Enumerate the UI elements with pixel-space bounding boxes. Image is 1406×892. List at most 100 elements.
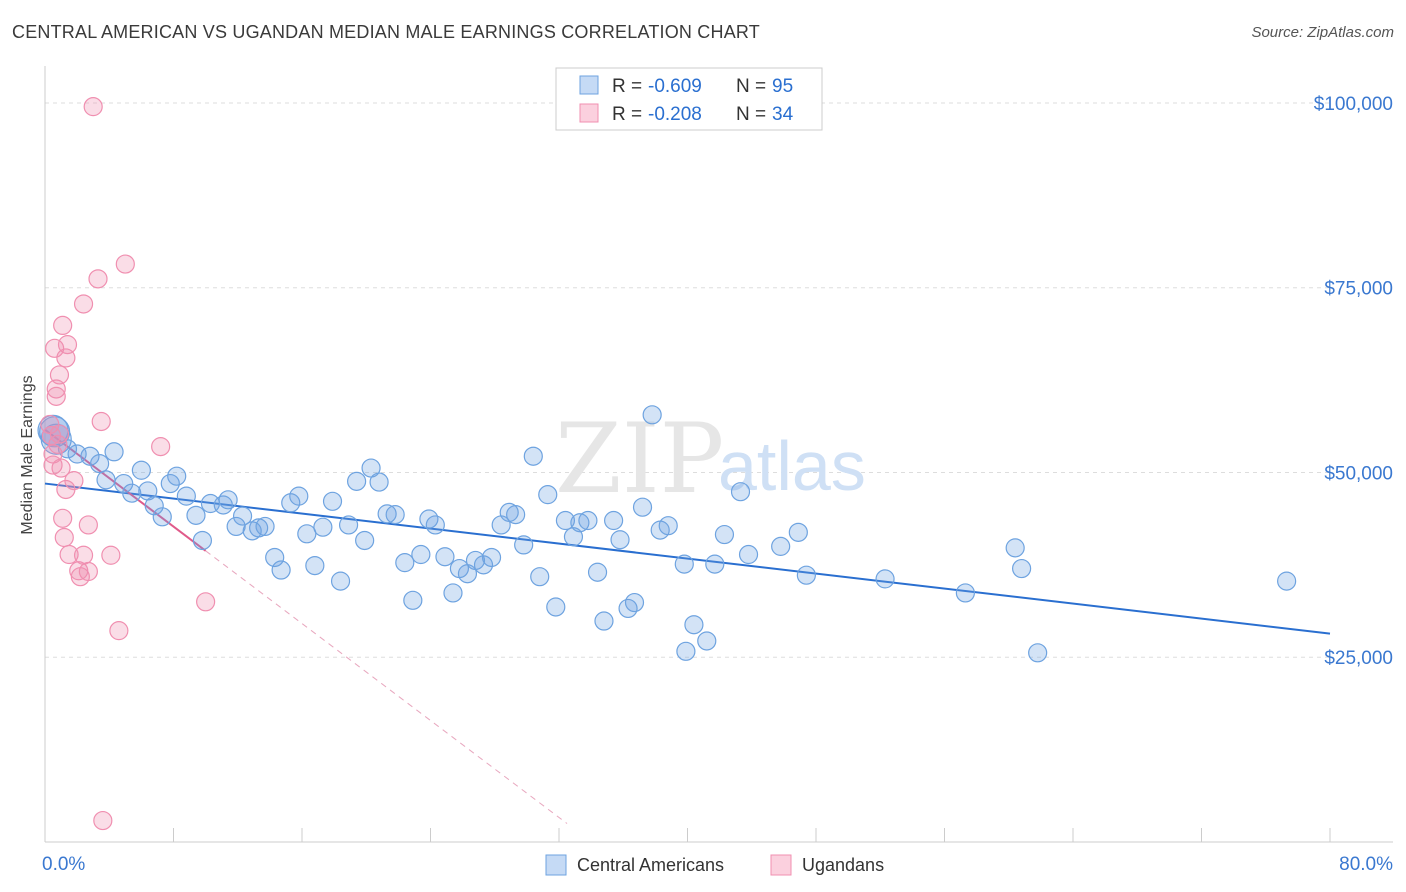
legend-n-value-2: 34	[772, 104, 794, 125]
point-central-americans	[473, 555, 494, 575]
point-ugandans	[151, 437, 171, 457]
legend-n-value-1: 95	[772, 76, 793, 97]
point-ugandans	[83, 97, 103, 117]
y-axis-label: Median Male Earnings	[19, 375, 36, 534]
point-central-americans	[322, 491, 343, 511]
point-ugandans	[115, 254, 135, 274]
legend-swatch-ugandans	[579, 103, 599, 123]
legend-r-label-2: R =	[612, 104, 642, 125]
point-central-americans	[218, 490, 238, 510]
data-points	[37, 97, 1297, 831]
point-ugandans	[109, 621, 129, 641]
source-label: Source: ZipAtlas.com	[1251, 24, 1394, 41]
point-central-americans	[96, 470, 116, 490]
watermark: ZIP atlas	[555, 403, 866, 515]
y-tick-label: $75,000	[1324, 279, 1393, 300]
point-central-americans	[481, 547, 502, 568]
y-tick-label: $100,000	[1314, 94, 1393, 115]
point-central-americans	[714, 524, 735, 545]
legend-r-label-1: R =	[612, 76, 642, 97]
point-central-americans	[232, 506, 253, 526]
point-central-americans	[1028, 643, 1048, 663]
point-central-americans	[297, 524, 317, 544]
point-ugandans	[46, 379, 66, 399]
point-central-americans	[435, 547, 455, 567]
point-central-americans	[514, 535, 534, 555]
point-ugandans	[101, 545, 121, 565]
point-ugandans	[73, 545, 94, 565]
point-central-americans	[697, 631, 717, 651]
point-central-americans	[684, 615, 704, 635]
point-central-americans	[546, 597, 566, 617]
point-central-americans	[104, 442, 124, 462]
point-central-americans	[538, 485, 558, 505]
point-central-americans	[730, 482, 751, 502]
x-tick-label-min: 0.0%	[42, 854, 85, 875]
point-ugandans	[49, 424, 70, 444]
point-central-americans	[523, 446, 543, 466]
point-central-americans	[131, 460, 151, 480]
point-central-americans	[676, 641, 696, 661]
point-central-americans	[555, 510, 576, 531]
point-central-americans	[176, 486, 196, 506]
point-ugandans	[78, 561, 98, 582]
point-central-americans	[875, 569, 895, 589]
point-central-americans	[347, 471, 367, 491]
point-central-americans	[403, 590, 423, 610]
trendline-ugandans	[44, 428, 207, 552]
point-central-americans	[90, 454, 110, 474]
point-central-americans	[186, 505, 206, 525]
series-legend-label-central-americans: Central Americans	[577, 855, 724, 875]
trendlines	[44, 428, 1331, 824]
point-central-americans	[425, 515, 445, 535]
point-central-americans	[570, 513, 590, 533]
point-central-americans	[1011, 558, 1032, 579]
point-central-americans	[338, 515, 359, 535]
point-central-americans	[604, 510, 624, 531]
trendline-extension-ugandans	[205, 550, 568, 824]
point-central-americans	[788, 522, 808, 542]
point-central-americans	[57, 439, 78, 459]
point-central-americans	[411, 544, 431, 565]
point-central-americans	[632, 497, 653, 517]
point-ugandans	[54, 527, 74, 548]
point-central-americans	[377, 504, 397, 524]
point-central-americans	[642, 405, 662, 425]
point-central-americans	[144, 496, 164, 516]
point-central-americans	[255, 516, 275, 537]
point-ugandans	[57, 335, 78, 355]
point-central-americans	[265, 547, 285, 568]
point-central-americans	[674, 554, 694, 574]
point-ugandans	[93, 810, 113, 831]
x-tick-label-max: 80.0%	[1339, 854, 1393, 875]
point-central-americans	[281, 493, 301, 513]
point-central-americans	[271, 560, 291, 580]
point-ugandans	[64, 471, 84, 491]
point-ugandans	[91, 411, 111, 432]
point-central-americans	[355, 530, 375, 551]
point-central-americans	[1005, 538, 1025, 558]
point-ugandans	[88, 269, 108, 289]
legend-n-label-2: N =	[736, 104, 766, 125]
point-central-americans	[395, 553, 415, 573]
point-central-americans	[578, 510, 598, 531]
point-central-americans	[192, 530, 213, 551]
point-central-americans	[955, 583, 975, 603]
point-central-americans	[530, 567, 550, 587]
point-central-americans	[738, 544, 759, 565]
chart-title: CENTRAL AMERICAN VS UGANDAN MEDIAN MALE …	[12, 22, 760, 42]
point-central-americans	[305, 555, 325, 576]
point-central-americans	[226, 516, 246, 537]
series-legend: Central Americans Ugandans	[545, 854, 884, 876]
point-ugandans	[196, 592, 216, 612]
point-ugandans	[53, 315, 73, 336]
point-central-americans	[587, 562, 608, 582]
point-central-americans	[313, 517, 333, 537]
axes	[44, 66, 1393, 843]
point-ugandans	[49, 365, 70, 385]
point-central-americans	[1277, 571, 1297, 591]
legend-r-value-2: -0.208	[648, 104, 702, 125]
watermark-atlas: atlas	[718, 427, 866, 505]
point-central-americans	[796, 565, 816, 585]
